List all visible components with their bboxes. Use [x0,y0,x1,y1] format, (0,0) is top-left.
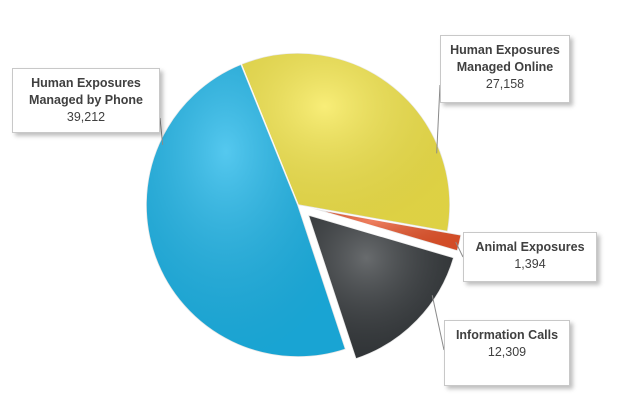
callout: Human Exposures Managed by Phone 39,212 [12,68,160,133]
slice-label: Human Exposures Managed Online [450,43,560,74]
slice-label: Human Exposures Managed by Phone [29,76,143,107]
slice-shine [311,208,462,252]
leader-line [455,241,464,258]
value-label: 39,212 [66,110,106,124]
slice-label: Animal Exposures [475,240,585,254]
value-label: 27,158 [485,77,525,91]
slice-shine [241,52,451,232]
leader-line [436,84,441,154]
leader-line [431,295,445,351]
slice-shine [308,214,454,360]
value-label: 12,309 [487,345,527,359]
callout: Animal Exposures 1,394 [463,232,597,282]
slice-label: Information Calls [455,328,559,342]
callout: Information Calls 12,309 [444,320,570,386]
callout: Human Exposures Managed Online 27,158 [440,35,570,103]
leader-line [159,117,164,146]
slice-shine [146,64,346,357]
value-label: 1,394 [514,257,546,271]
